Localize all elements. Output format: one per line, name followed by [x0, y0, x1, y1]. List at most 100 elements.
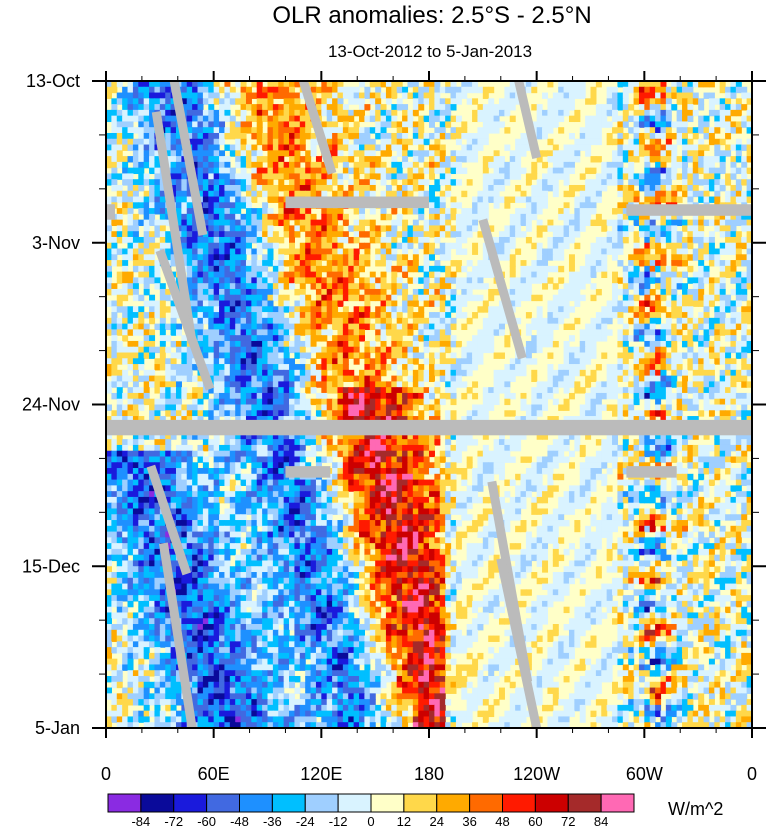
anomaly-cell	[192, 364, 199, 371]
anomaly-cell	[730, 86, 737, 94]
anomaly-cell	[359, 335, 365, 342]
anomaly-cell	[703, 335, 710, 342]
anomaly-cell	[326, 144, 333, 151]
anomaly-cell	[315, 352, 322, 359]
anomaly-cell	[525, 312, 532, 319]
anomaly-cell	[364, 144, 371, 151]
anomaly-cell	[579, 329, 586, 336]
anomaly-cell	[649, 369, 656, 377]
anomaly-cell	[159, 288, 166, 296]
anomaly-cell	[267, 248, 274, 255]
anomaly-cell	[472, 358, 479, 365]
anomaly-cell	[251, 184, 258, 192]
anomaly-cell	[542, 127, 549, 134]
anomaly-cell	[741, 329, 748, 336]
anomaly-cell	[342, 132, 349, 140]
anomaly-cell	[429, 312, 435, 319]
anomaly-cell	[655, 184, 662, 192]
anomaly-cell	[170, 115, 177, 123]
anomaly-cell	[606, 375, 613, 382]
anomaly-cell	[708, 92, 715, 99]
anomaly-cell	[219, 323, 226, 331]
anomaly-cell	[111, 150, 118, 157]
anomaly-cell	[515, 300, 522, 307]
anomaly-cell	[574, 346, 581, 354]
anomaly-cell	[208, 219, 215, 227]
anomaly-cell	[730, 271, 737, 279]
anomaly-cell	[342, 86, 349, 94]
anomaly-cell	[703, 329, 710, 336]
anomaly-cell	[461, 381, 468, 388]
anomaly-cell	[644, 190, 651, 198]
anomaly-cell	[552, 156, 559, 163]
anomaly-cell	[305, 381, 312, 388]
anomaly-cell	[644, 300, 651, 307]
anomaly-cell	[283, 150, 290, 157]
anomaly-cell	[698, 340, 705, 348]
anomaly-cell	[536, 127, 543, 134]
anomaly-cell	[256, 179, 263, 186]
anomaly-cell	[558, 92, 565, 99]
anomaly-cell	[612, 248, 619, 255]
anomaly-cell	[380, 161, 387, 169]
anomaly-cell	[493, 121, 500, 128]
anomaly-cell	[628, 225, 635, 232]
anomaly-cell	[563, 208, 570, 215]
anomaly-cell	[558, 127, 565, 134]
anomaly-cell	[267, 306, 274, 313]
anomaly-cell	[585, 277, 592, 284]
anomaly-cell	[326, 254, 333, 261]
anomaly-cell	[552, 121, 559, 128]
anomaly-cell	[552, 381, 559, 388]
anomaly-cell	[552, 225, 559, 232]
anomaly-cell	[714, 283, 721, 290]
anomaly-cell	[687, 346, 694, 354]
anomaly-cell	[590, 127, 597, 134]
anomaly-cell	[482, 179, 489, 186]
anomaly-cell	[283, 387, 290, 394]
anomaly-cell	[326, 132, 333, 140]
anomaly-cell	[143, 236, 150, 244]
anomaly-cell	[741, 375, 748, 382]
anomaly-cell	[509, 115, 516, 123]
anomaly-cell	[256, 236, 263, 244]
anomaly-cell	[122, 121, 129, 128]
anomaly-cell	[240, 161, 247, 169]
anomaly-cell	[606, 242, 613, 250]
anomaly-cell	[568, 271, 575, 279]
anomaly-cell	[730, 340, 737, 348]
anomaly-cell	[402, 265, 409, 273]
anomaly-cell	[423, 340, 430, 348]
anomaly-cell	[192, 387, 199, 394]
anomaly-cell	[181, 92, 188, 99]
anomaly-cell	[315, 225, 322, 232]
anomaly-cell	[542, 277, 549, 284]
anomaly-cell	[682, 81, 688, 88]
anomaly-cell	[719, 161, 726, 169]
anomaly-cell	[628, 346, 635, 354]
anomaly-cell	[703, 306, 710, 313]
anomaly-cell	[520, 294, 527, 302]
anomaly-cell	[165, 150, 172, 157]
anomaly-cell	[708, 104, 715, 111]
anomaly-cell	[488, 294, 495, 302]
anomaly-cell	[509, 358, 516, 365]
anomaly-cell	[698, 294, 705, 302]
anomaly-cell	[595, 196, 602, 203]
anomaly-cell	[213, 323, 220, 331]
anomaly-cell	[391, 109, 398, 117]
anomaly-cell	[116, 358, 123, 365]
anomaly-cell	[380, 271, 387, 279]
anomaly-cell	[235, 242, 242, 250]
anomaly-cell	[342, 109, 349, 117]
anomaly-cell	[622, 288, 629, 296]
anomaly-cell	[165, 156, 172, 163]
anomaly-cell	[106, 277, 112, 284]
anomaly-cell	[165, 109, 172, 117]
anomaly-cell	[536, 323, 543, 331]
anomaly-cell	[272, 265, 279, 273]
anomaly-cell	[240, 150, 247, 157]
anomaly-cell	[606, 312, 613, 319]
anomaly-cell	[283, 329, 290, 336]
anomaly-cell	[682, 335, 688, 342]
